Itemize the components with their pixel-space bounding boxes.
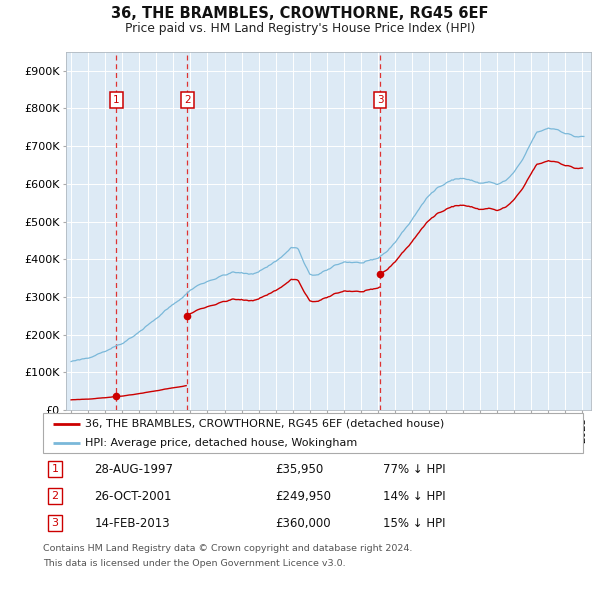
Text: 3: 3 [52, 519, 59, 528]
Text: 2: 2 [184, 95, 191, 105]
Text: 15% ↓ HPI: 15% ↓ HPI [383, 517, 446, 530]
Text: 36, THE BRAMBLES, CROWTHORNE, RG45 6EF: 36, THE BRAMBLES, CROWTHORNE, RG45 6EF [111, 6, 489, 21]
Text: 14-FEB-2013: 14-FEB-2013 [94, 517, 170, 530]
Text: 1: 1 [52, 464, 59, 474]
Text: 2: 2 [52, 491, 59, 501]
Text: 28-AUG-1997: 28-AUG-1997 [94, 463, 173, 476]
Text: 14% ↓ HPI: 14% ↓ HPI [383, 490, 446, 503]
Text: 3: 3 [377, 95, 383, 105]
Text: This data is licensed under the Open Government Licence v3.0.: This data is licensed under the Open Gov… [43, 559, 346, 568]
Text: 77% ↓ HPI: 77% ↓ HPI [383, 463, 446, 476]
Text: HPI: Average price, detached house, Wokingham: HPI: Average price, detached house, Woki… [85, 438, 358, 448]
Text: Contains HM Land Registry data © Crown copyright and database right 2024.: Contains HM Land Registry data © Crown c… [43, 544, 413, 553]
Text: £249,950: £249,950 [275, 490, 331, 503]
Text: £35,950: £35,950 [275, 463, 323, 476]
Text: 26-OCT-2001: 26-OCT-2001 [94, 490, 172, 503]
Text: 1: 1 [113, 95, 119, 105]
Text: £360,000: £360,000 [275, 517, 331, 530]
Text: 36, THE BRAMBLES, CROWTHORNE, RG45 6EF (detached house): 36, THE BRAMBLES, CROWTHORNE, RG45 6EF (… [85, 419, 445, 429]
Text: Price paid vs. HM Land Registry's House Price Index (HPI): Price paid vs. HM Land Registry's House … [125, 22, 475, 35]
